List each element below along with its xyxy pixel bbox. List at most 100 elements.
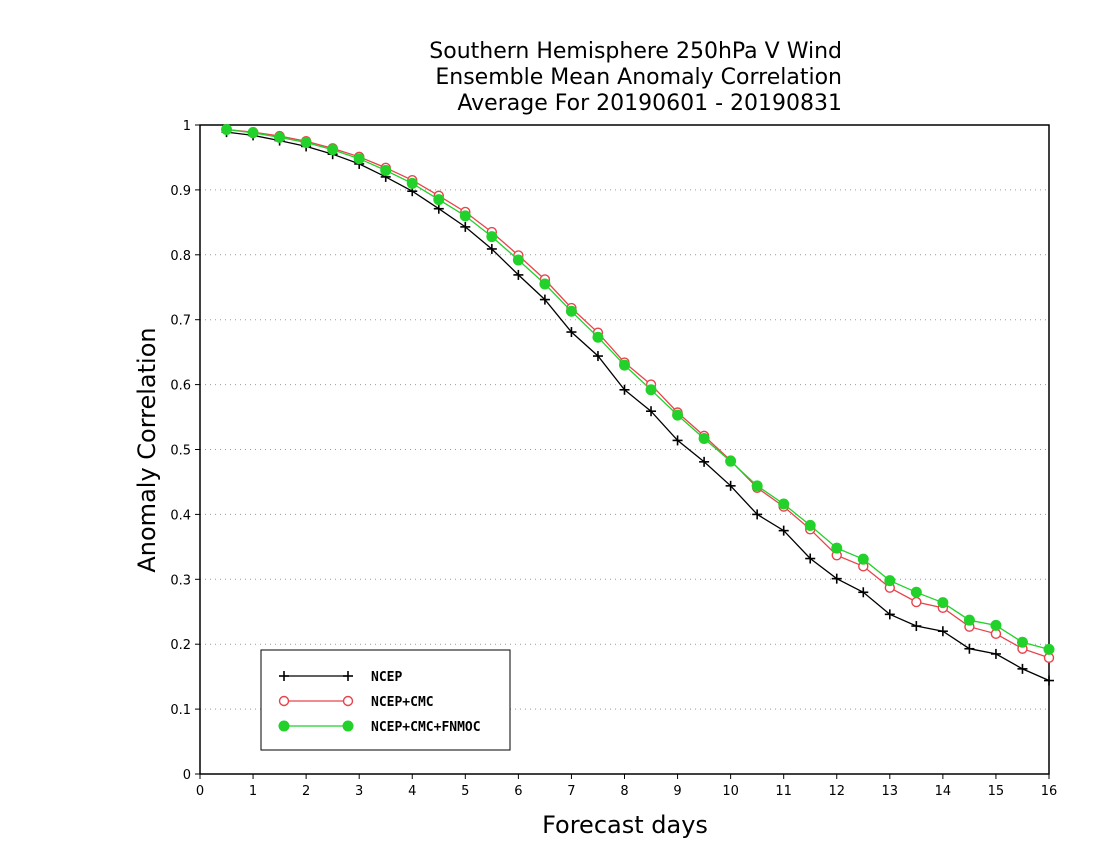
title-line-2: Ensemble Mean Anomaly Correlation xyxy=(435,65,842,90)
data-point-ncep xyxy=(937,626,948,637)
data-point-ncep-cmc-fnmoc xyxy=(645,384,657,396)
data-point-ncep xyxy=(619,384,630,395)
x-tick-label: 15 xyxy=(988,784,1005,799)
data-point-ncep-cmc-fnmoc xyxy=(274,131,286,143)
y-tick-label: 1 xyxy=(183,119,191,134)
data-point-ncep xyxy=(672,435,683,446)
data-point-ncep-cmc-fnmoc xyxy=(433,194,445,206)
legend-label: NCEP xyxy=(371,670,402,685)
y-tick-label: 0.5 xyxy=(170,444,191,459)
legend-label: NCEP+CMC+FNMOC xyxy=(371,720,481,735)
x-tick-label: 5 xyxy=(461,784,469,799)
data-point-ncep-cmc xyxy=(911,596,922,608)
data-point-ncep-cmc-fnmoc xyxy=(751,480,763,492)
data-point-ncep-cmc-fnmoc xyxy=(380,164,392,176)
data-point-ncep-cmc-fnmoc xyxy=(1043,643,1055,655)
y-tick-label: 0.9 xyxy=(170,184,191,199)
chart-title: Southern Hemisphere 250hPa V Wind Ensemb… xyxy=(429,39,842,116)
legend-marker xyxy=(278,720,290,732)
data-point-ncep-cmc-fnmoc xyxy=(619,359,630,371)
data-point-ncep-cmc-fnmoc xyxy=(804,519,816,531)
data-point-ncep-cmc-fnmoc xyxy=(406,177,418,189)
data-point-ncep xyxy=(433,203,444,214)
x-axis-label: Forecast days xyxy=(542,811,708,839)
series-line-ncep-cmc xyxy=(226,128,1050,659)
series-line-ncep-cmc-fnmoc xyxy=(226,128,1050,651)
legend-marker xyxy=(278,695,290,707)
x-tick-label: 16 xyxy=(1041,784,1058,799)
data-point-ncep xyxy=(460,221,471,232)
data-point-ncep-cmc-fnmoc xyxy=(672,409,684,421)
axis-ticks: 00.10.20.30.40.50.60.70.80.910 1 2 3 4 5 6 7 8 9 1… xyxy=(170,119,1057,799)
x-tick-label: 9 xyxy=(673,784,681,799)
gridlines xyxy=(200,124,1049,710)
data-point-ncep-cmc-fnmoc xyxy=(725,455,737,467)
y-tick-label: 0.8 xyxy=(170,249,191,264)
data-point-ncep xyxy=(964,643,975,654)
data-point-ncep-cmc-fnmoc xyxy=(327,144,339,156)
data-point-ncep-cmc-fnmoc xyxy=(300,137,312,149)
data-point-ncep-cmc-fnmoc xyxy=(831,542,843,554)
data-point-ncep-cmc-fnmoc xyxy=(990,619,1002,631)
data-point-ncep xyxy=(990,648,1001,659)
data-point-ncep xyxy=(486,243,497,254)
series-ncep xyxy=(221,127,1054,686)
data-point-ncep-cmc-fnmoc xyxy=(486,231,498,243)
legend-marker xyxy=(279,671,289,681)
data-point-ncep-cmc-fnmoc xyxy=(512,254,524,266)
series-line-ncep xyxy=(226,131,1050,682)
legend-box xyxy=(260,649,511,751)
data-point-ncep xyxy=(911,621,922,632)
y-tick-label: 0.1 xyxy=(170,703,191,718)
legend-label: NCEP+CMC xyxy=(371,695,434,710)
x-tick-label: 2 xyxy=(302,784,310,799)
x-tick-label: 4 xyxy=(408,784,416,799)
legend-item-ncep-cmc: NCEP+CMC xyxy=(278,695,434,710)
data-point-ncep xyxy=(513,269,524,280)
x-tick-label: 6 xyxy=(514,784,522,799)
data-point-ncep xyxy=(699,456,710,467)
data-point-ncep-cmc-fnmoc xyxy=(353,153,365,165)
data-point-ncep xyxy=(884,609,895,620)
x-tick-label: 14 xyxy=(935,784,952,799)
series-ncep-cmc xyxy=(221,124,1055,664)
y-tick-label: 0.3 xyxy=(170,573,191,588)
legend-item-ncep-cmc-fnmoc: NCEP+CMC+FNMOC xyxy=(278,720,481,735)
y-tick-label: 0.2 xyxy=(170,638,191,653)
data-point-ncep xyxy=(566,327,577,338)
data-point-ncep xyxy=(778,525,789,536)
data-point-ncep-cmc-fnmoc xyxy=(963,614,975,626)
legend: NCEP NCEP+CMC NCEP+CMC+FNMOC xyxy=(260,649,511,751)
legend-marker xyxy=(343,671,353,681)
y-axis-label: Anomaly Correlation xyxy=(133,327,161,572)
y-tick-label: 0.7 xyxy=(170,314,191,329)
legend-item-ncep: NCEP xyxy=(279,670,402,685)
data-point-ncep xyxy=(646,406,657,417)
x-tick-label: 8 xyxy=(620,784,628,799)
data-point-ncep-cmc-fnmoc xyxy=(778,498,790,510)
data-point-ncep-cmc-fnmoc xyxy=(565,305,577,317)
data-point-ncep xyxy=(1017,663,1028,674)
data-point-ncep xyxy=(858,587,869,598)
data-point-ncep-cmc-fnmoc xyxy=(857,553,869,565)
data-point-ncep xyxy=(752,509,763,520)
data-point-ncep-cmc-fnmoc xyxy=(937,597,949,609)
data-point-ncep xyxy=(725,480,736,491)
y-tick-label: 0.6 xyxy=(170,379,191,394)
series-ncep-cmc-fnmoc xyxy=(221,124,1055,655)
data-point-ncep-cmc-fnmoc xyxy=(698,432,710,444)
title-line-1: Southern Hemisphere 250hPa V Wind xyxy=(429,39,842,64)
data-point-ncep-cmc-fnmoc xyxy=(1016,636,1028,648)
data-point-ncep xyxy=(805,553,816,564)
title-line-3: Average For 20190601 - 20190831 xyxy=(457,91,842,116)
data-point-ncep-cmc-fnmoc xyxy=(884,575,896,587)
x-tick-label: 13 xyxy=(882,784,899,799)
data-point-ncep-cmc-fnmoc xyxy=(221,124,233,136)
x-tick-label: 7 xyxy=(567,784,575,799)
data-point-ncep xyxy=(592,351,603,362)
x-tick-label: 10 xyxy=(722,784,739,799)
data-point-ncep-cmc-fnmoc xyxy=(459,210,471,222)
data-point-ncep-cmc-fnmoc xyxy=(539,278,551,290)
x-tick-label: 11 xyxy=(775,784,792,799)
data-point-ncep xyxy=(539,294,550,305)
